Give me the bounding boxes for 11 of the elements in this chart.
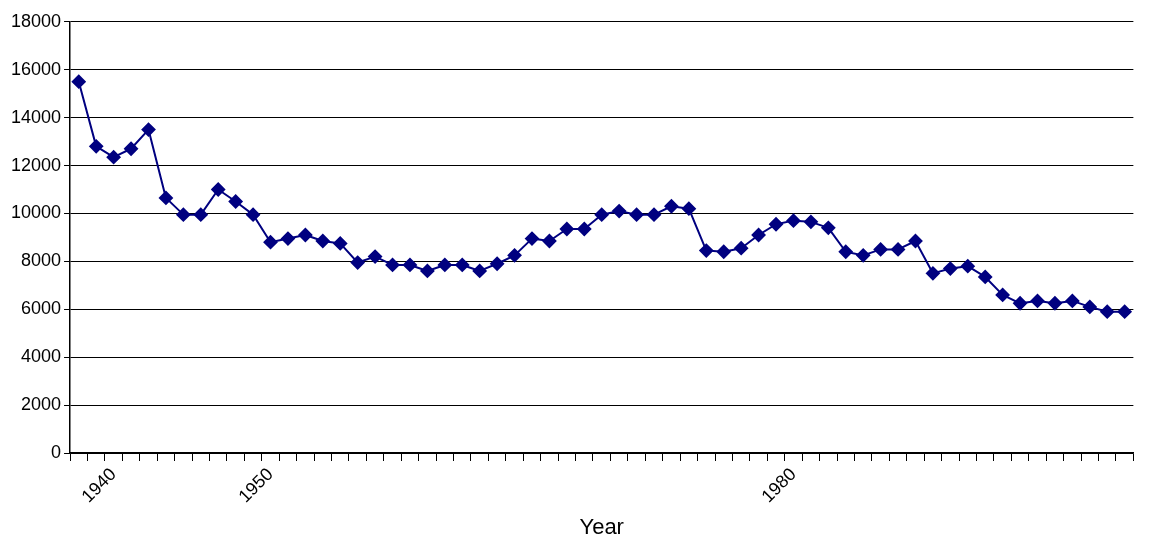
y-tick-label: 6000	[21, 298, 62, 319]
y-tick-label: 8000	[21, 250, 62, 271]
y-tick-label: 18000	[10, 10, 62, 31]
y-tick-label: 4000	[21, 346, 62, 367]
x-axis-title: Year	[579, 513, 624, 539]
y-tick-label: 16000	[10, 58, 62, 79]
y-tick-label: 0	[51, 441, 62, 462]
y-tick-label: 12000	[10, 154, 62, 175]
y-tick-label: 14000	[10, 106, 62, 127]
y-tick-label: 10000	[10, 202, 62, 223]
y-tick-label: 2000	[21, 394, 62, 415]
